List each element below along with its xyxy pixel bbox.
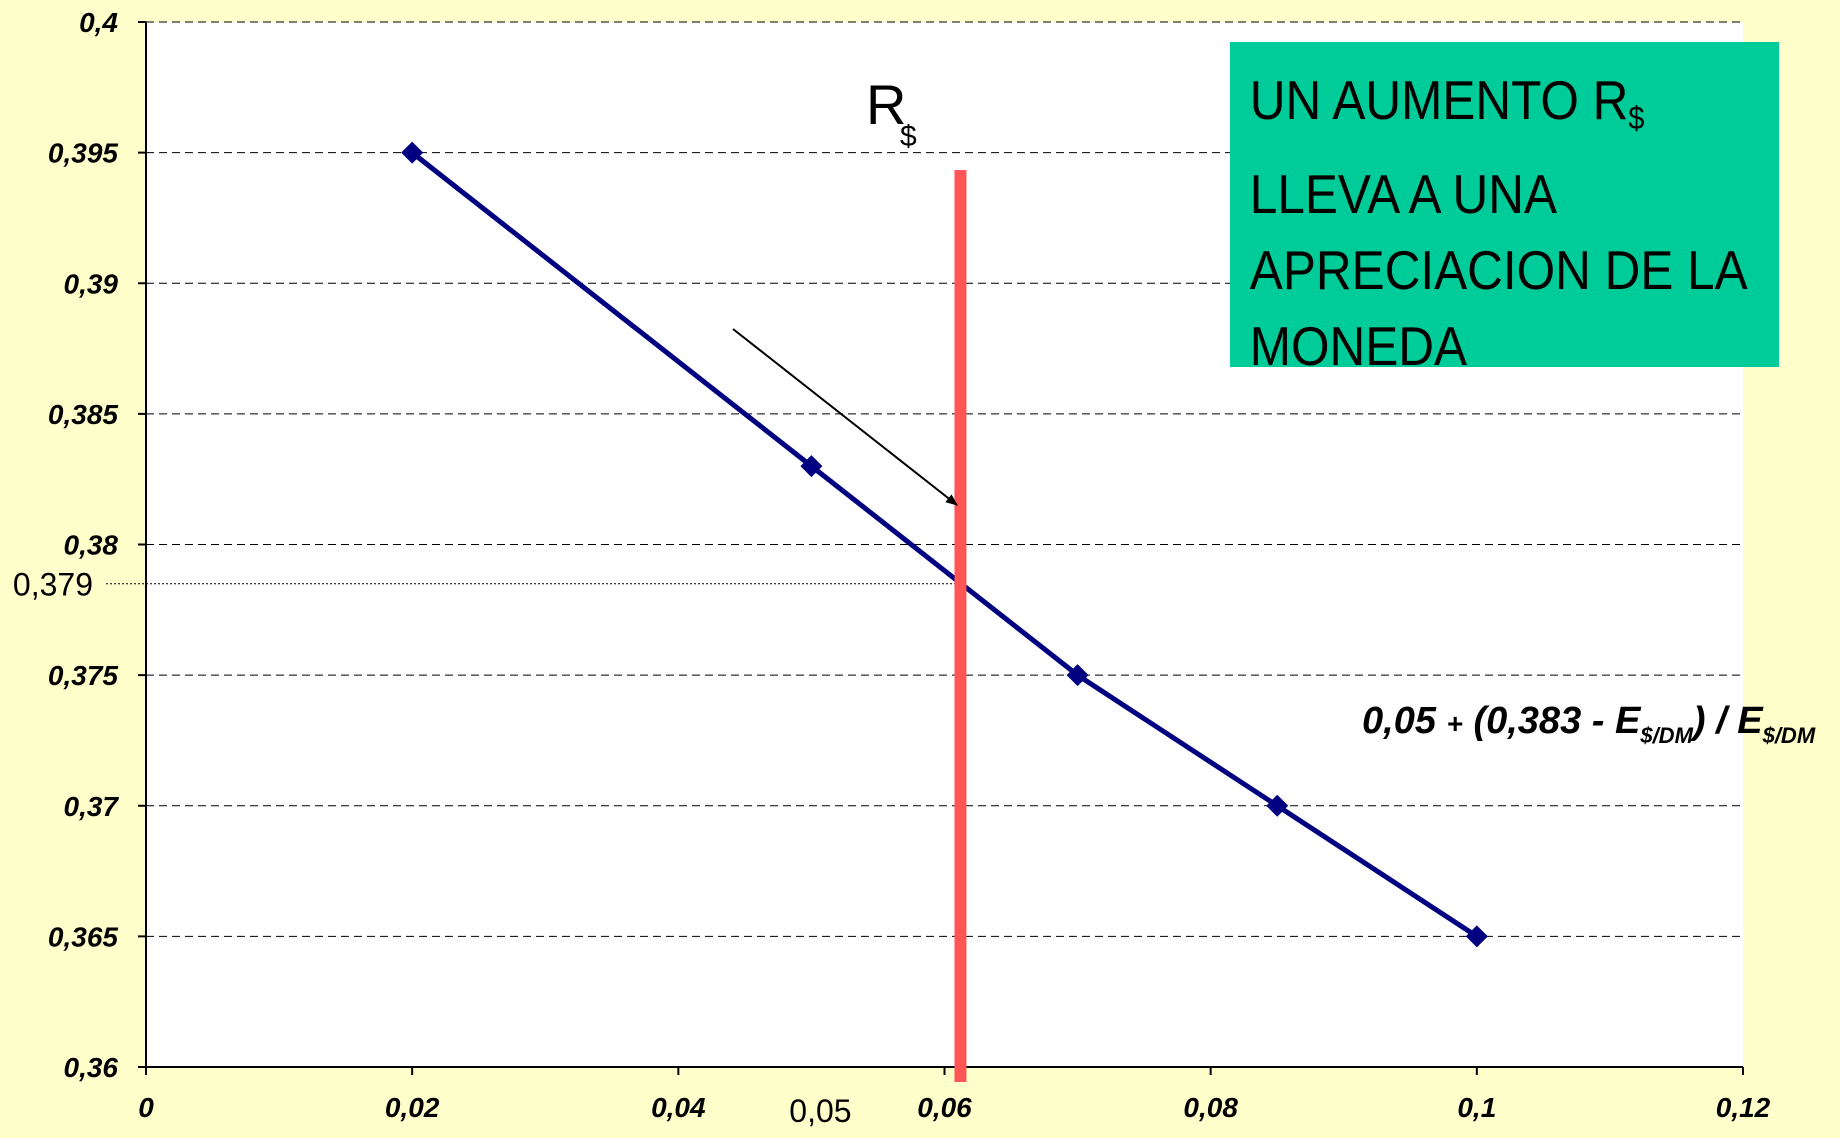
annotations: 0,379 0,05: [13, 567, 961, 1129]
y-tick-label: 0,385: [48, 399, 118, 430]
x-tick-label: 0,04: [651, 1092, 706, 1123]
y-tick-label: 0,375: [48, 660, 118, 691]
data-point-marker: [401, 141, 424, 164]
curve-formula: 0,05 + (0,383 - E$/DM) / E$/DM: [1362, 700, 1816, 748]
data-series: [401, 141, 1488, 948]
r-dollar-label-sub: $: [900, 120, 917, 153]
note-box: UN AUMENTO R$ LLEVA A UNA APRECIACION DE…: [1230, 42, 1779, 377]
x-tick-label: 0: [138, 1092, 154, 1123]
annotation-label-0379: 0,379: [13, 567, 93, 603]
y-tick-label: 0,37: [64, 791, 120, 822]
y-tick-label: 0,365: [48, 921, 118, 952]
data-point-marker: [1266, 794, 1289, 817]
data-point-marker: [1465, 925, 1488, 948]
x-tick-label: 0,06: [917, 1092, 972, 1123]
r-dollar-line-group: R$: [866, 73, 967, 1082]
x-tick-label: 0,12: [1716, 1092, 1771, 1123]
movement-arrow: [732, 328, 958, 506]
y-tick-label: 0,38: [64, 530, 119, 561]
note-line-1: UN AUMENTO R$: [1249, 69, 1645, 136]
arrow-line: [732, 328, 958, 506]
note-line-4: MONEDA: [1249, 315, 1468, 377]
data-point-marker: [1066, 664, 1089, 687]
y-tick-label: 0,395: [48, 138, 118, 169]
x-tick-label: 0,02: [385, 1092, 440, 1123]
annotation-label-005: 0,05: [789, 1093, 851, 1129]
x-tick-label: 0,08: [1183, 1092, 1238, 1123]
y-tick-labels: 0,36 0,365 0,37 0,375 0,38 0,385 0,39 0,395 0,4: [48, 7, 120, 1083]
y-tick-label: 0,4: [79, 7, 118, 38]
data-point-marker: [800, 455, 823, 478]
y-tick-label: 0,36: [64, 1052, 119, 1083]
y-tick-label: 0,39: [64, 268, 119, 299]
r-dollar-label: R: [866, 73, 906, 136]
note-line-3: APRECIACION DE LA: [1249, 239, 1748, 301]
note-line-2: LLEVA A UNA: [1249, 163, 1558, 225]
x-tick-labels: 0 0,02 0,04 0,06 0,08 0,1 0,12: [138, 1067, 1771, 1123]
x-tick-label: 0,1: [1457, 1092, 1496, 1123]
